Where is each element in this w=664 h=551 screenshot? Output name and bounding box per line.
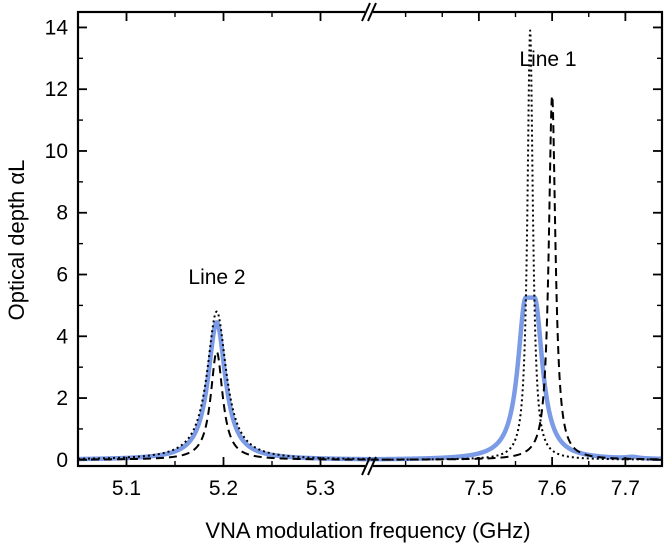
y-tick-label: 8 <box>56 202 68 225</box>
y-tick-label: 10 <box>45 140 68 163</box>
x-tick-label: 5.3 <box>306 477 335 500</box>
axis-ticks <box>78 12 662 466</box>
x-tick-label: 7.7 <box>611 477 640 500</box>
x-tick-label: 5.1 <box>112 477 141 500</box>
y-tick-label: 6 <box>56 264 68 287</box>
series-model-dotted-line <box>78 29 662 461</box>
y-tick-label: 0 <box>56 449 68 472</box>
annotation-line-2: Line 2 <box>188 266 245 289</box>
break-gap <box>365 9 373 15</box>
break-mark-top <box>361 2 371 22</box>
plot-border <box>76 10 664 468</box>
x-tick-label: 5.2 <box>209 477 238 500</box>
y-tick-label: 2 <box>56 387 68 410</box>
break-mark-bottom <box>367 456 377 476</box>
x-tick-label: 7.5 <box>464 477 493 500</box>
plot-frame <box>76 10 664 468</box>
y-tick-label: 12 <box>45 78 68 101</box>
y-axis-title: Optical depth αL <box>4 160 29 321</box>
axis-break-marks <box>361 2 377 476</box>
series-measured-line <box>78 295 662 462</box>
series-model-dashed-line <box>78 94 662 461</box>
series-layer <box>78 29 662 462</box>
x-axis-title: VNA modulation frequency (GHz) <box>205 518 530 543</box>
tick-labels: 0 2 4 6 8 10 12 14 5.1 5.2 5.3 7.5 7.6 7.7 <box>45 16 640 500</box>
break-mark-top <box>367 2 377 22</box>
x-tick-label: 7.6 <box>538 477 567 500</box>
break-mark-bottom <box>361 456 371 476</box>
y-tick-label: 4 <box>56 325 68 348</box>
y-tick-label: 14 <box>45 16 69 39</box>
break-gap <box>365 463 373 469</box>
annotation-line-1: Line 1 <box>519 48 576 71</box>
